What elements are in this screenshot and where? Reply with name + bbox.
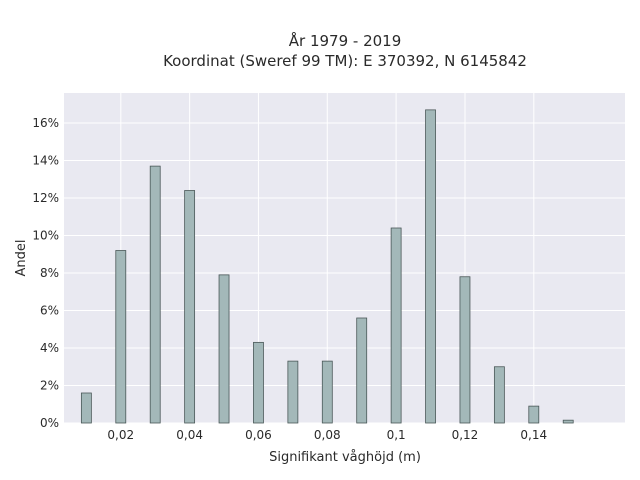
chart-title-line-1: År 1979 - 2019	[289, 31, 402, 50]
bar-8	[356, 317, 368, 424]
x-tick-label-6: 0,14	[520, 428, 547, 442]
plot-area	[64, 93, 625, 423]
y-tick-label-0: 0%	[40, 416, 59, 430]
y-tick-label-6: 12%	[32, 191, 59, 205]
y-axis-label: Andel	[14, 240, 29, 277]
y-tick-label-7: 14%	[32, 154, 59, 168]
bar-6	[287, 360, 299, 424]
bar-10	[425, 109, 436, 424]
bar-9	[390, 227, 402, 424]
bar-4	[218, 274, 230, 424]
y-tick-label-1: 2%	[40, 379, 59, 393]
bar-1	[115, 250, 127, 424]
bar-11	[459, 276, 471, 424]
y-tick-label-2: 4%	[40, 341, 59, 355]
x-tick-label-2: 0,06	[245, 428, 272, 442]
y-tick-label-8: 16%	[32, 116, 59, 130]
bar-12	[493, 366, 505, 424]
x-tick-label-0: 0,02	[107, 428, 134, 442]
x-tick-label-3: 0,08	[314, 428, 341, 442]
bars	[80, 109, 574, 424]
bar-13	[528, 405, 540, 424]
bar-0	[80, 392, 92, 424]
bar-7	[321, 360, 333, 424]
y-tick-label-4: 8%	[40, 266, 59, 280]
x-tick-label-5: 0,12	[452, 428, 479, 442]
y-tick-label-3: 6%	[40, 304, 59, 318]
chart-title-line-2: Koordinat (Sweref 99 TM): E 370392, N 61…	[163, 52, 527, 70]
x-tick-label-4: 0,1	[387, 428, 406, 442]
bar-2	[149, 165, 161, 424]
bar-5	[253, 341, 264, 424]
bar-3	[184, 190, 196, 424]
y-axis-ticks: 0% 2% 4% 6% 8% 10% 12% 14% 16%	[32, 116, 59, 430]
bar-14	[562, 419, 574, 424]
y-tick-label-5: 10%	[32, 229, 59, 243]
x-tick-label-1: 0,04	[176, 428, 203, 442]
x-axis-label: Signifikant våghöjd (m)	[269, 450, 421, 465]
x-axis-ticks: 0,02 0,04 0,06 0,08 0,1 0,12 0,14	[107, 428, 547, 442]
